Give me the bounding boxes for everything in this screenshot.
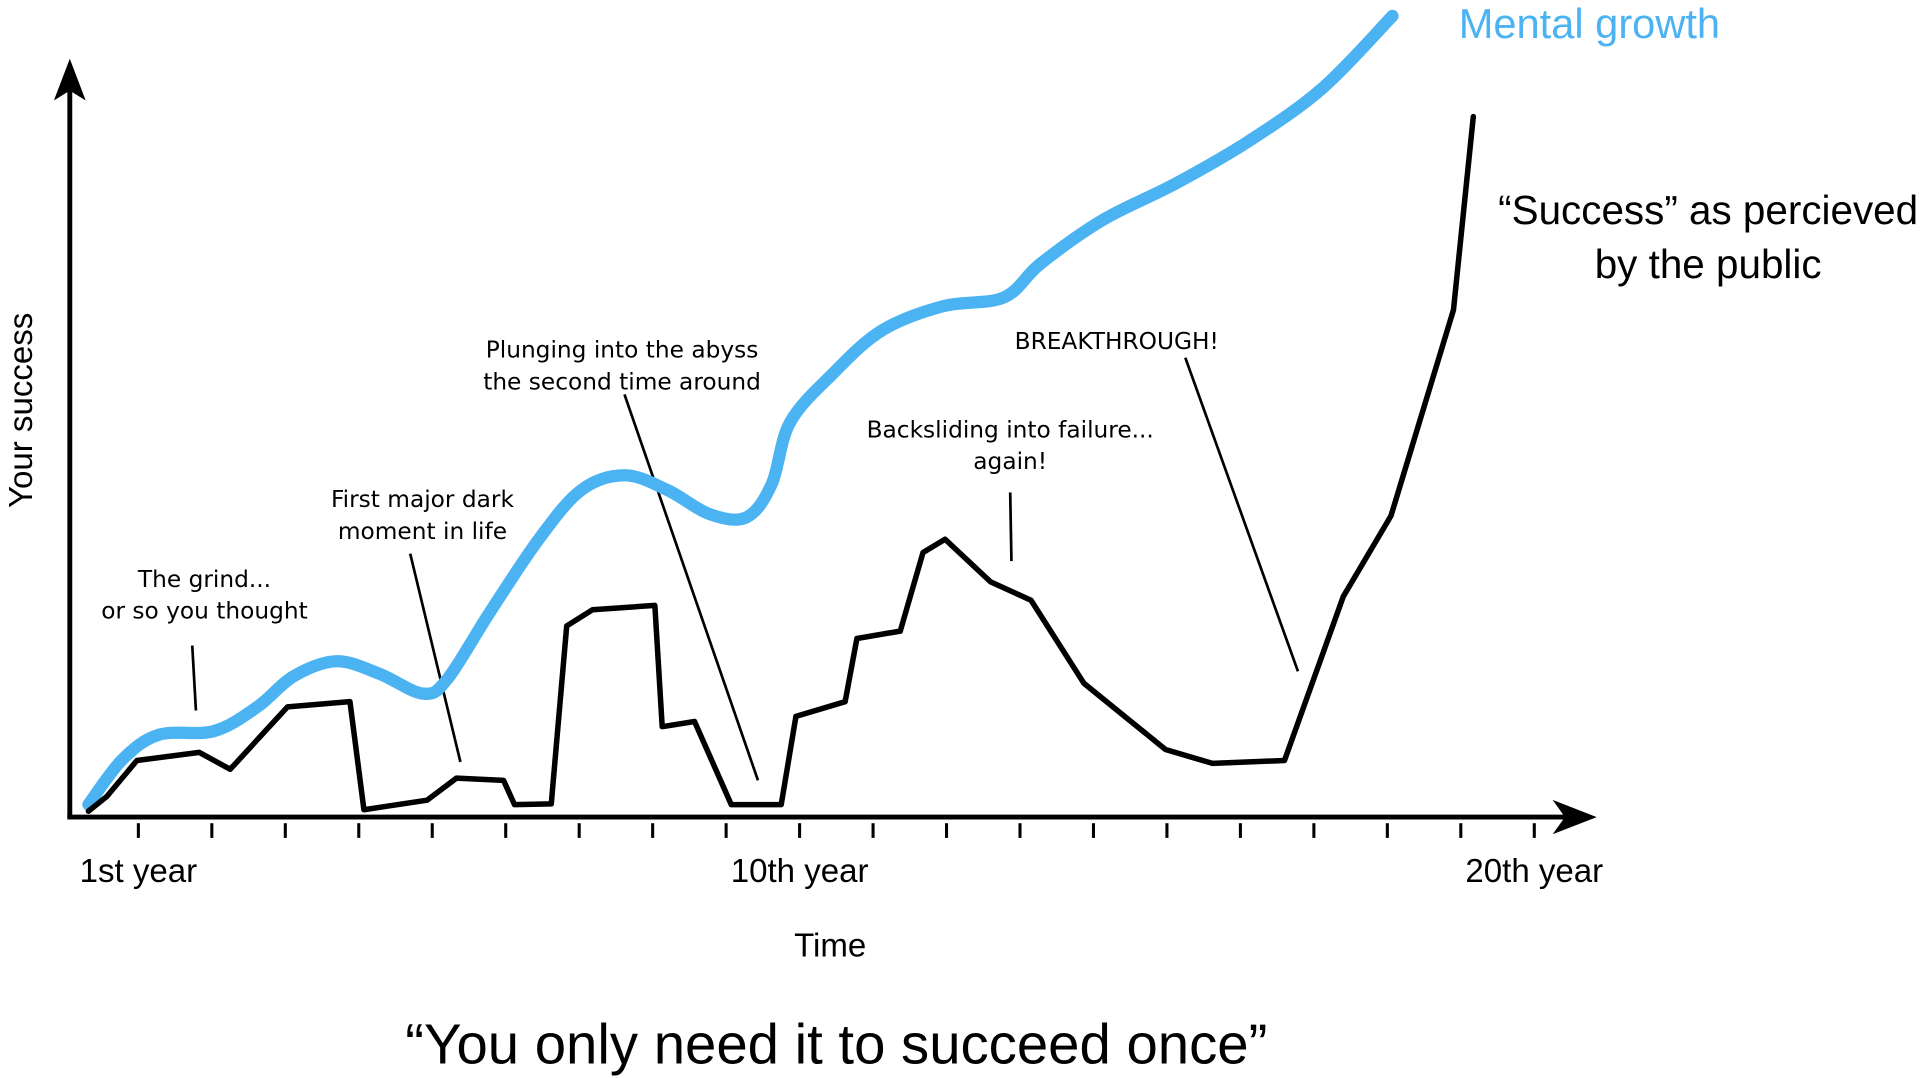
annotation: BREAKTHROUGH!: [1015, 328, 1219, 355]
annotation: First major dark: [331, 486, 514, 513]
annotation: The grind...: [137, 566, 271, 593]
y-axis-arrow: [53, 58, 86, 101]
y-axis-label: Your success: [3, 313, 40, 508]
series-label: Mental growth: [1459, 0, 1720, 47]
series-line: [85, 113, 1477, 814]
x-tick-label: 10th year: [731, 853, 869, 890]
x-tick-label: 1st year: [80, 853, 198, 890]
leader-line: [623, 394, 760, 781]
leader-line: [1184, 357, 1300, 672]
x-tick-label: 20th year: [1465, 853, 1603, 890]
annotation: Plunging into the abyss: [486, 337, 759, 364]
annotation: Backsliding into failure...: [867, 416, 1154, 443]
leader-line: [190, 645, 198, 711]
leader-line: [408, 553, 462, 763]
series-label-box: “Success” as percieved by the public: [1498, 187, 1919, 287]
annotation: or so you thought: [101, 598, 308, 625]
annotation: again!: [973, 448, 1047, 475]
leader-line: [1008, 492, 1013, 562]
chart-title: “You only need it to succeed once”: [405, 1012, 1267, 1075]
annotation: moment in life: [338, 518, 507, 545]
series-label: “Success” as percieved by the public: [1498, 187, 1919, 287]
x-axis-arrow: [1552, 799, 1597, 835]
series-line: [82, 9, 1399, 811]
annotation-leaders: [190, 357, 1300, 781]
annotation: the second time around: [483, 369, 761, 396]
x-axis-label: Time: [794, 928, 866, 965]
